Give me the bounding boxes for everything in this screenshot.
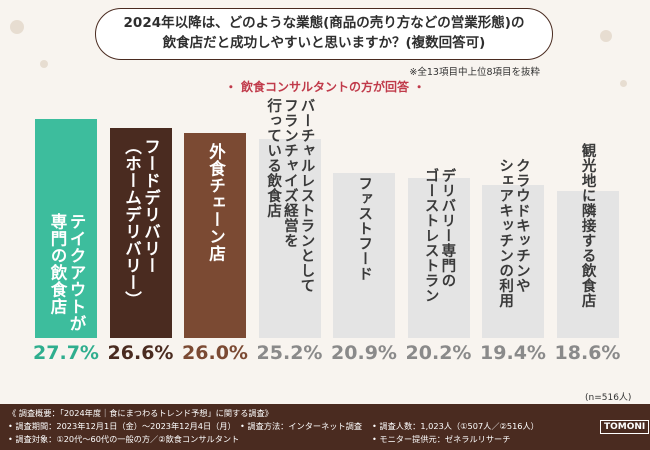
decoration bbox=[10, 20, 24, 34]
category-label: ファストフード bbox=[356, 176, 373, 281]
footer-text: • 調査方法：インターネット調査 bbox=[240, 421, 363, 431]
subtitle: ・ 飲食コンサルタントの方が回答 ・ bbox=[224, 80, 426, 94]
bar bbox=[556, 191, 619, 338]
bar bbox=[184, 132, 246, 338]
bar bbox=[258, 138, 321, 338]
category-label: クラウドキッチンや シェアキッチンの利用 bbox=[497, 158, 530, 308]
value-label: 26.6% bbox=[107, 342, 174, 364]
value-label: 25.2% bbox=[256, 342, 323, 364]
category-label: 外食チェーン店 bbox=[206, 143, 226, 262]
bar bbox=[407, 178, 470, 338]
category-label: デリバリー専門の ゴーストレストラン bbox=[422, 168, 456, 303]
sample-size: (n=516人) bbox=[585, 393, 632, 403]
decoration bbox=[40, 60, 48, 68]
value-label: 26.0% bbox=[182, 342, 248, 364]
value-label: 19.4% bbox=[480, 342, 546, 364]
bar bbox=[35, 119, 97, 338]
decoration bbox=[620, 80, 627, 87]
footer-text: • 調査対象：①20代〜60代の一般の方／②飲食コンサルタント bbox=[8, 434, 240, 444]
category-label: フードデリバリー （ホームデリバリー） bbox=[122, 138, 161, 308]
footer-text: • 調査人数：1,023人（①507人／②516人） bbox=[372, 421, 539, 431]
note: ※全13項目中上位8項目を抜粋 bbox=[409, 67, 540, 78]
decoration bbox=[600, 30, 612, 42]
category-label: 観光地に隣接する飲食店 bbox=[579, 143, 596, 308]
bar bbox=[482, 184, 544, 338]
value-label: 20.9% bbox=[331, 342, 397, 364]
logo: TOMONI bbox=[600, 420, 650, 434]
value-label: 18.6% bbox=[554, 342, 621, 364]
bar bbox=[333, 172, 395, 338]
bar bbox=[109, 127, 172, 338]
value-label: 20.2% bbox=[405, 342, 472, 364]
footer-text: • モニター提供元：ゼネラルリサーチ bbox=[372, 434, 511, 444]
value-label: 27.7% bbox=[33, 342, 99, 364]
category-label: バーチャルレストランとして フランチャイズ経営を 行っている飲食店 bbox=[265, 98, 315, 293]
footer-heading: 《 調査概要：「2024年度｜食にまつわるトレンド予想」に関する調査》 bbox=[8, 408, 273, 418]
footer: 《 調査概要：「2024年度｜食にまつわるトレンド予想」に関する調査》 • 調査… bbox=[0, 404, 650, 450]
title-box bbox=[95, 8, 553, 60]
footer-text: • 調査期間：2023年12月1日（金）〜2023年12月4日（月） bbox=[8, 421, 236, 431]
category-label: テイクアウトが 専門の飲食店 bbox=[47, 213, 86, 332]
chart-title: 2024年以降は、どのような業態(商品の売り方などの営業形態)の 飲食店だと成功… bbox=[123, 15, 525, 51]
